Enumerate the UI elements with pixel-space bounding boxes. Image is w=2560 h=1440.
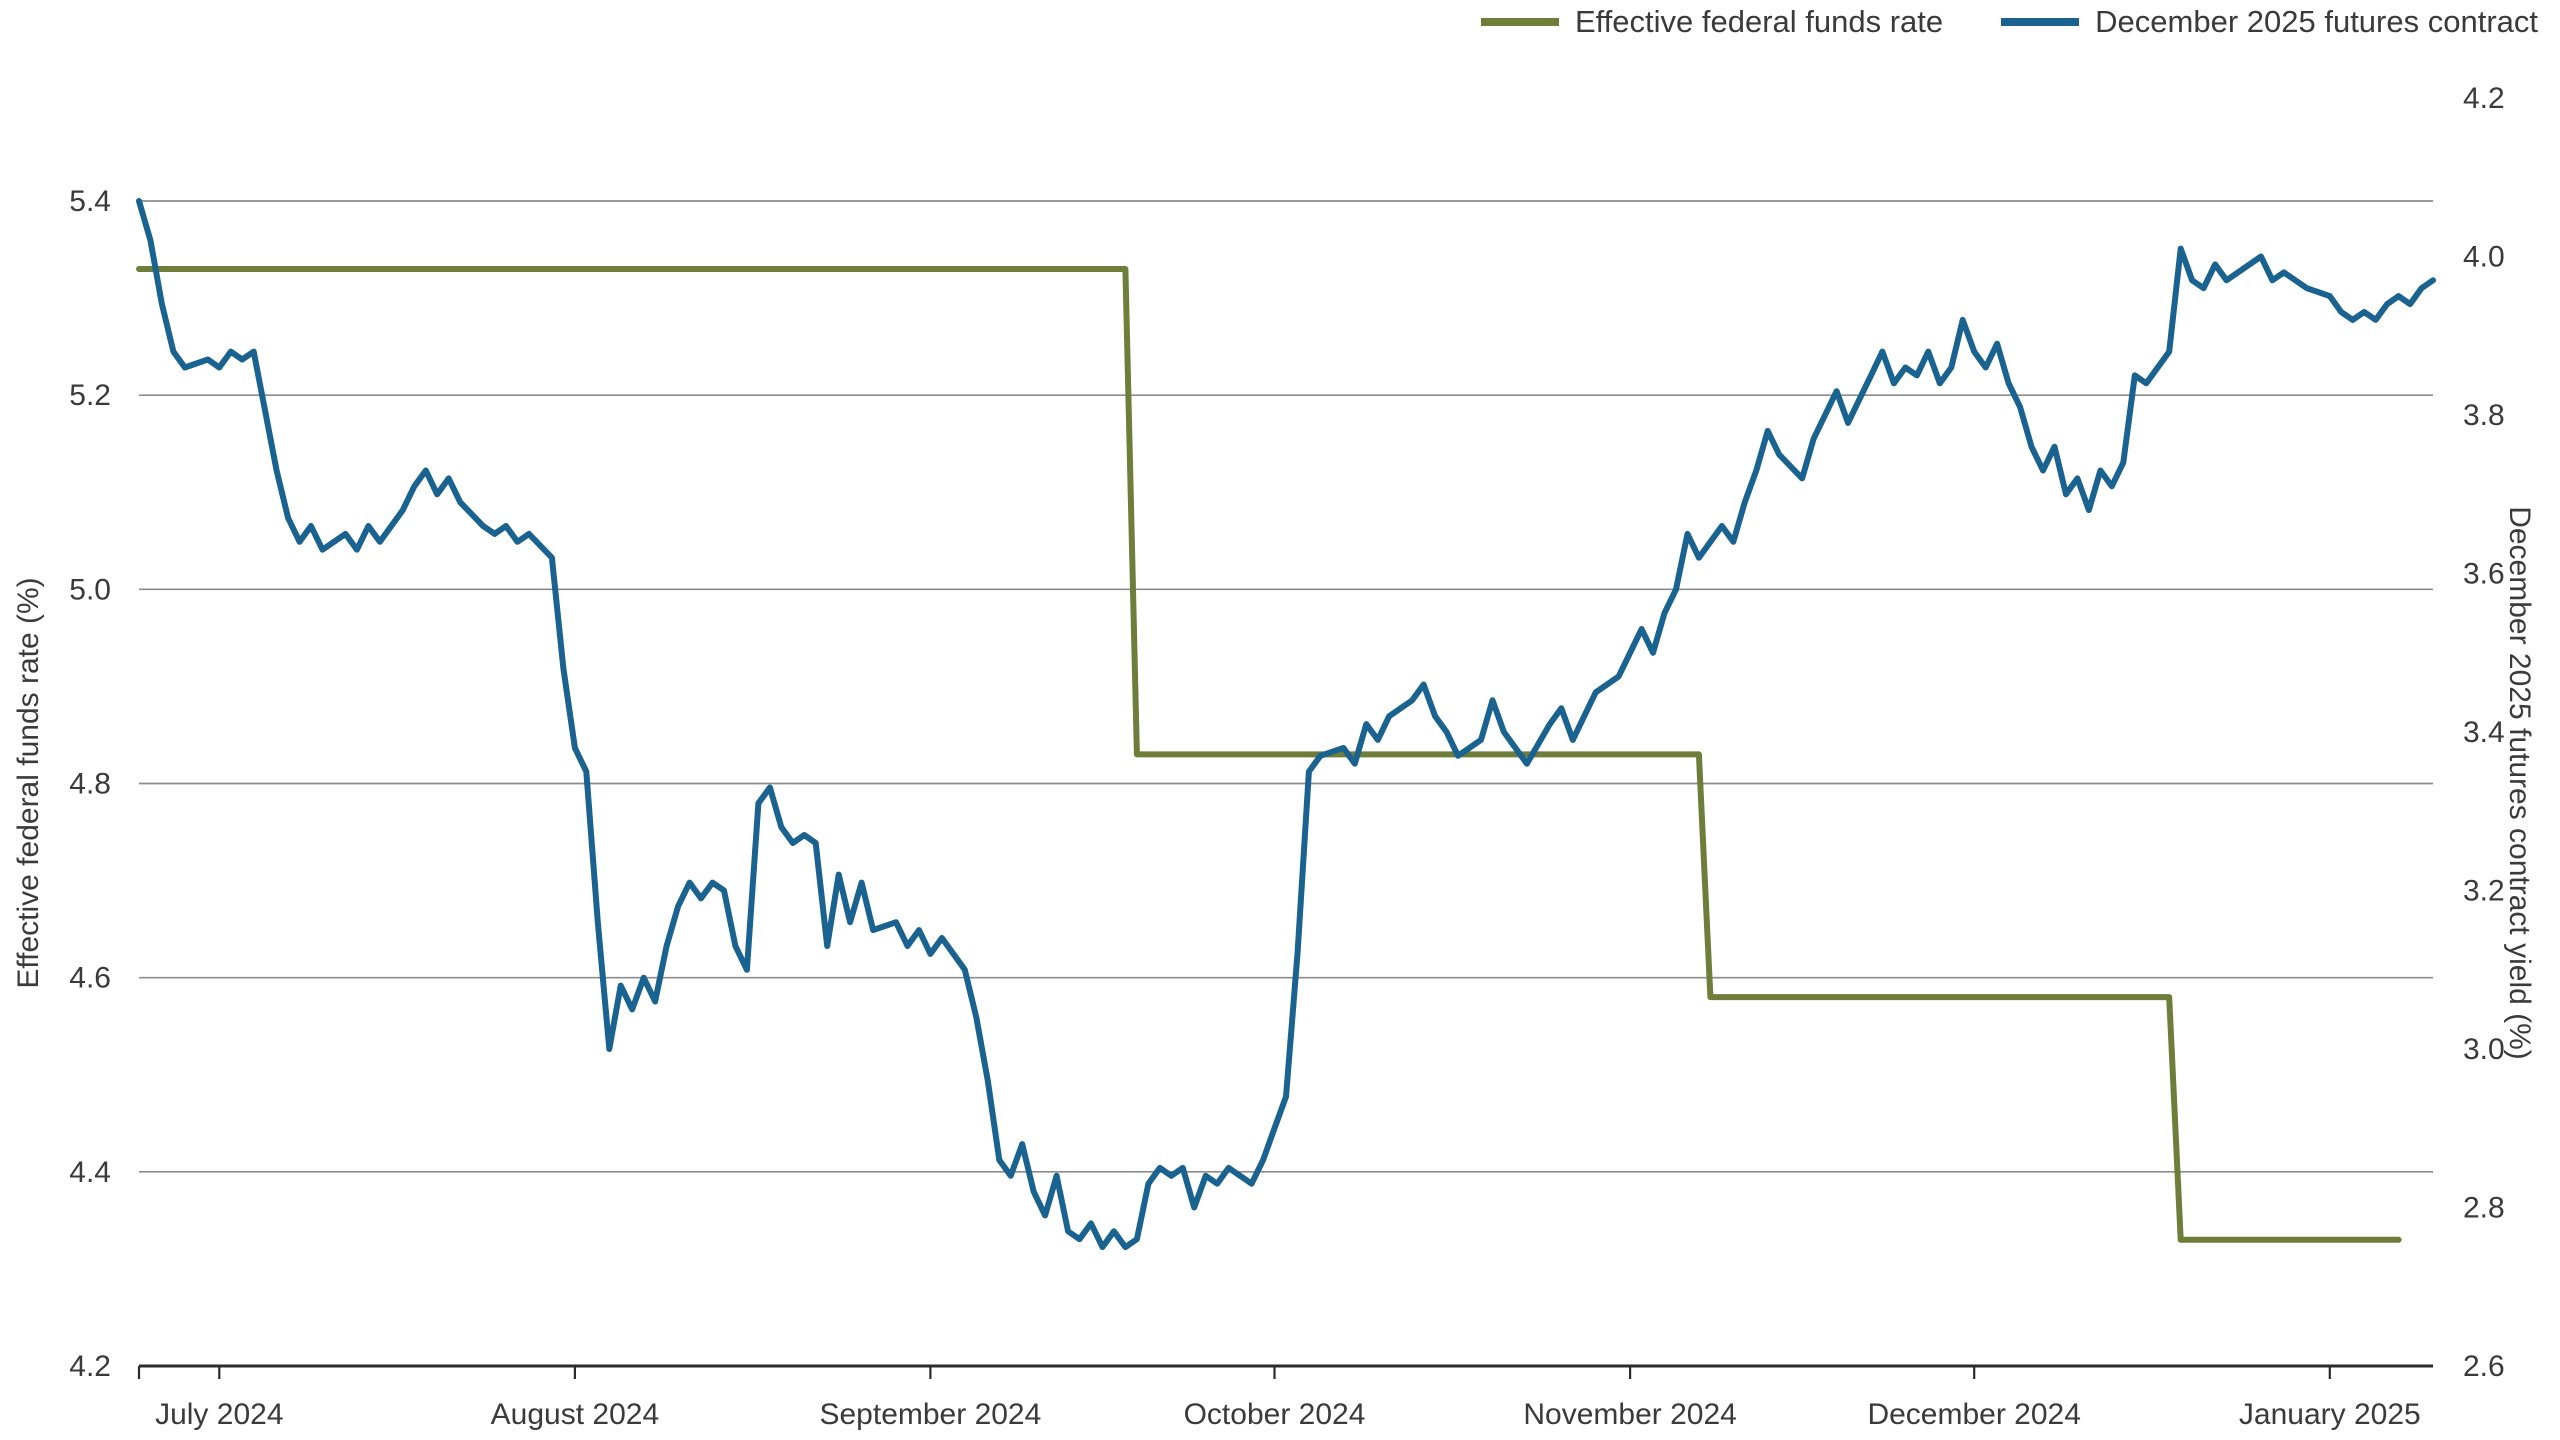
- y-axis-left-tick-label: 4.2: [69, 1350, 111, 1383]
- y-axis-left-tick-label: 4.6: [69, 962, 111, 995]
- legend-label-effective-federal-funds-rate: Effective federal funds rate: [1574, 4, 1944, 39]
- x-axis-month-label: December 2024: [1867, 1398, 2080, 1431]
- y-axis-right-tick-label: 4.2: [2463, 82, 2505, 115]
- x-axis-month-label: September 2024: [819, 1398, 1041, 1431]
- x-axis-month-label: August 2024: [491, 1398, 659, 1431]
- series-line-december-2025-futures-contract: [136, 198, 2436, 1251]
- legend-label-december-2025-futures-contract: December 2025 futures contract: [2095, 4, 2538, 39]
- x-axis-month-label: July 2024: [155, 1398, 283, 1431]
- y-axis-right-tick-label: 3.2: [2463, 875, 2505, 908]
- y-axis-right-tick-label: 2.6: [2463, 1350, 2505, 1383]
- y-axis-left-tick-label: 5.0: [69, 573, 111, 606]
- y-axis-left-tick-label: 4.8: [69, 768, 111, 801]
- y-axis-right-tick-label: 3.8: [2463, 399, 2505, 432]
- y-axis-right-tick-label: 2.8: [2463, 1192, 2505, 1225]
- left-axis-title: Effective federal funds rate (%): [12, 577, 45, 989]
- series-line-effective-federal-funds-rate: [136, 266, 2402, 1243]
- x-axis-month-label: November 2024: [1523, 1398, 1736, 1431]
- y-axis-right-tick-label: 4.0: [2463, 241, 2505, 274]
- y-axis-left-tick-label: 5.2: [69, 379, 111, 412]
- legend-swatch-green-line: [1480, 18, 1559, 26]
- y-axis-right-tick-label: 3.4: [2463, 716, 2505, 749]
- y-axis-right-tick-label: 3.0: [2463, 1033, 2505, 1066]
- y-axis-left-tick-label: 5.4: [69, 185, 111, 218]
- legend-item-effective-federal-funds-rate: Effective federal funds rate: [1480, 4, 1944, 40]
- y-axis-right-tick-label: 3.6: [2463, 558, 2505, 591]
- legend: Effective federal funds rate December 20…: [1480, 4, 2538, 40]
- right-axis-title: December 2025 futures contract yield (%): [2503, 506, 2536, 1060]
- y-axis-left-tick-label: 4.4: [69, 1156, 111, 1189]
- x-axis-month-label: October 2024: [1184, 1398, 1366, 1431]
- legend-swatch-blue-line: [2001, 18, 2080, 26]
- x-axis-month-label: January 2025: [2239, 1398, 2421, 1431]
- legend-item-december-2025-futures-contract: December 2025 futures contract: [2001, 4, 2538, 40]
